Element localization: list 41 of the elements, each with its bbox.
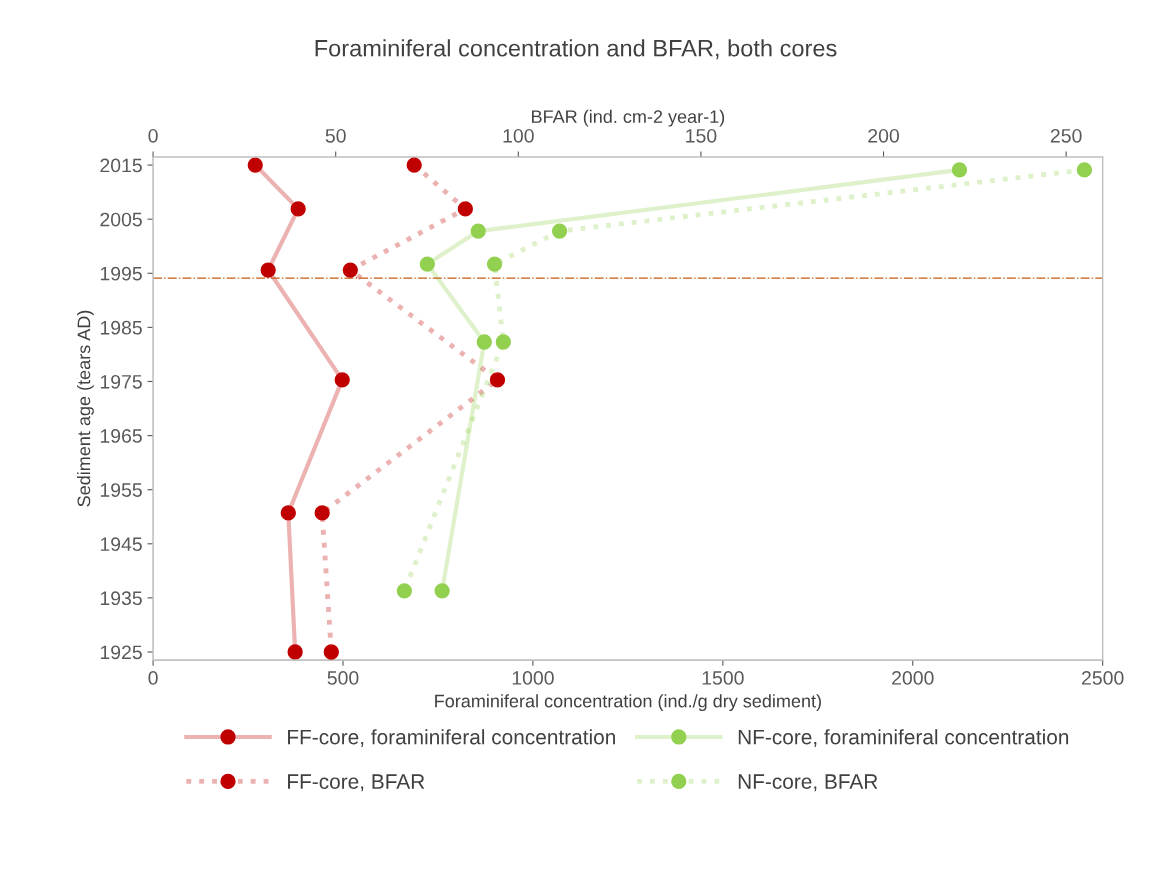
y-tick-label: 1945 — [100, 537, 142, 552]
x-tick-label: 2500 — [1082, 671, 1124, 685]
y-tick-label: 2015 — [100, 158, 142, 173]
x2-tick-label: 100 — [503, 128, 534, 143]
y-tick-label: 1965 — [100, 429, 142, 443]
x-tick-label: 1000 — [512, 671, 554, 685]
x2-axis-title: BFAR (ind. cm-2 year-1) — [532, 109, 725, 127]
legend-label: FF-core, foraminiferal concentration — [288, 729, 615, 747]
x2-tick-label: 250 — [1050, 128, 1082, 143]
y-tick-label: 1955 — [100, 483, 142, 497]
x2-tick-label: 200 — [868, 128, 899, 143]
point — [287, 644, 303, 660]
y-tick-label: 1985 — [100, 320, 142, 335]
point — [476, 334, 492, 350]
point — [470, 223, 486, 239]
x-axis-title: Foraminiferal concentration (ind./g dry sediment) — [435, 694, 821, 712]
point — [334, 372, 350, 388]
legend-label: NF-core, BFAR — [738, 774, 878, 792]
legend-label: FF-core, BFAR — [288, 774, 425, 792]
point — [434, 583, 450, 599]
y-tick-label: 1975 — [100, 374, 142, 389]
y-axis-title: Sediment age (tears AD) — [77, 310, 94, 507]
y-tick-label: 2005 — [100, 212, 142, 227]
y-tick-label: 1935 — [100, 591, 142, 606]
x2-tick-label: 50 — [325, 128, 346, 143]
x2-tick-label: 0 — [148, 128, 158, 143]
x2-tick-label: 150 — [686, 128, 717, 143]
y-tick-label: 1995 — [100, 266, 142, 281]
x-tick-label: 1500 — [702, 671, 744, 685]
legend-label: NF-core, foraminiferal concentration — [738, 729, 1069, 747]
point — [290, 201, 306, 217]
point — [280, 505, 296, 521]
x-tick-label: 2000 — [892, 671, 934, 685]
x-tick-label: 0 — [148, 671, 158, 685]
point — [419, 256, 435, 272]
chart-title: Foraminiferal concentration and BFAR, both cores — [315, 39, 837, 60]
point — [247, 157, 263, 173]
point — [951, 162, 968, 178]
y-tick-label: 1925 — [100, 645, 142, 660]
x-tick-label: 500 — [327, 671, 359, 685]
point — [260, 262, 276, 278]
